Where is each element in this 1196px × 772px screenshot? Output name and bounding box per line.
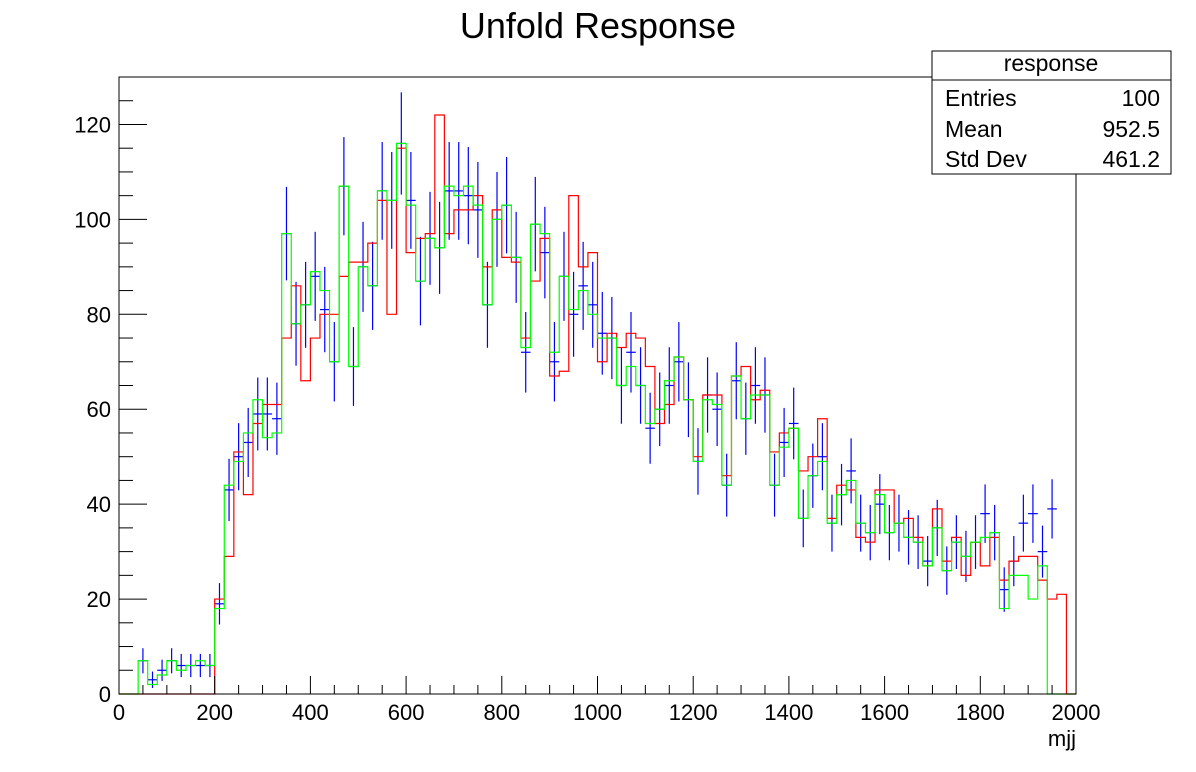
x-axis-label: mjj	[1048, 726, 1076, 751]
stats-stddev-label: Std Dev	[945, 146, 1027, 172]
x-tick-label: 400	[292, 700, 329, 725]
x-tick-label: 200	[196, 700, 233, 725]
x-tick-label: 1200	[669, 700, 718, 725]
y-tick-label: 40	[87, 492, 111, 517]
x-axis: 0 200 400 600 800 1000 1200 1400 1600 1800 2000	[113, 676, 1101, 725]
x-tick-label: 800	[483, 700, 520, 725]
plot-area	[119, 92, 1076, 695]
y-tick-label: 60	[87, 397, 111, 422]
y-tick-label: 80	[87, 302, 111, 327]
x-tick-label: 0	[113, 700, 125, 725]
x-tick-label: 1000	[573, 700, 622, 725]
y-tick-label: 0	[99, 682, 111, 707]
series-2-step-line	[119, 142, 1076, 695]
y-axis: 0 20 40 60 80 100 120	[74, 76, 147, 707]
stats-entries-value: 100	[1122, 85, 1160, 111]
y-tick-label: 20	[87, 587, 111, 612]
chart-title: Unfold Response	[460, 5, 736, 46]
stats-entries-label: Entries	[945, 85, 1017, 111]
stats-stddev-value: 461.2	[1102, 146, 1160, 172]
stats-mean-value: 952.5	[1102, 116, 1160, 142]
stats-box: response Entries 100 Mean 952.5 Std Dev …	[931, 50, 1172, 175]
x-tick-label: 1800	[956, 700, 1005, 725]
y-tick-label: 120	[74, 112, 111, 137]
x-tick-label: 1600	[860, 700, 909, 725]
x-tick-label: 600	[388, 700, 425, 725]
stats-box-title: response	[1004, 50, 1099, 76]
x-tick-label: 1400	[764, 700, 813, 725]
y-tick-label: 100	[74, 207, 111, 232]
x-tick-label: 2000	[1052, 700, 1101, 725]
series-2	[119, 142, 1076, 695]
stats-box-frame	[931, 50, 1172, 175]
stats-mean-label: Mean	[945, 116, 1003, 142]
